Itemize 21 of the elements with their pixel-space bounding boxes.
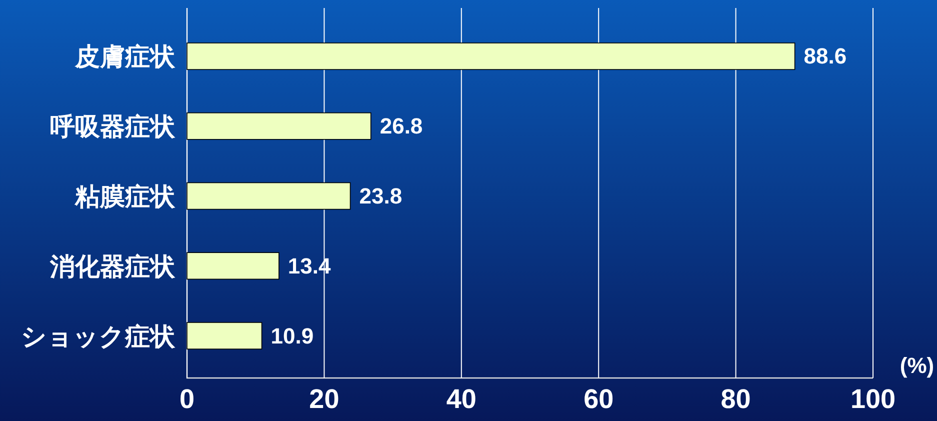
bar [186, 252, 280, 280]
data-label: 10.9 [270, 323, 314, 348]
y-tick-label: 消化器症状 [49, 252, 176, 281]
y-tick-label: 皮膚症状 [74, 43, 176, 72]
y-tick-label: 呼吸器症状 [50, 113, 176, 142]
y-tick-label: ショック症状 [21, 322, 176, 351]
x-tick-label: 80 [720, 384, 751, 414]
bar [186, 322, 262, 350]
data-label: 23.8 [359, 184, 402, 208]
y-tick-label: 粘膜症状 [74, 183, 176, 211]
x-tick-label: 100 [850, 384, 896, 414]
bar [186, 42, 796, 70]
x-tick-label: 40 [446, 384, 476, 414]
x-tick-label: 60 [584, 384, 614, 414]
bar [186, 112, 372, 140]
x-tick-label: 0 [179, 384, 195, 414]
x-axis-title: (%) [900, 353, 934, 378]
x-tick-label: 20 [309, 384, 340, 414]
bar [186, 182, 351, 210]
data-label: 26.8 [380, 114, 423, 139]
data-label: 88.6 [804, 44, 847, 69]
